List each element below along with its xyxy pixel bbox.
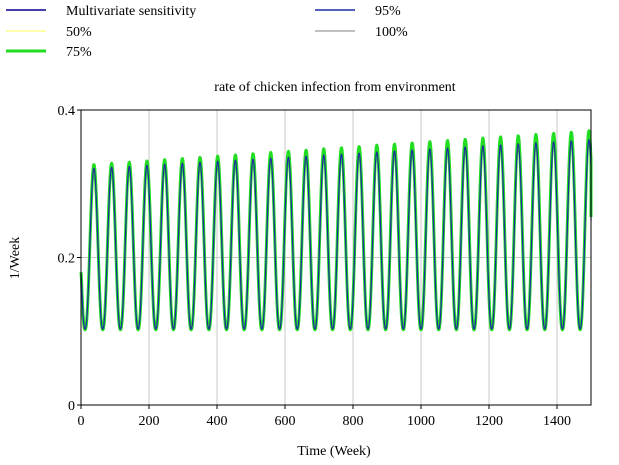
legend-label-75: 75%: [66, 45, 92, 60]
legend: Multivariate sensitivity 50% 75% 95% 100…: [6, 4, 408, 60]
y-tick-label: 0: [68, 399, 75, 414]
x-tick-label: 400: [207, 414, 228, 429]
x-tick-label: 1000: [407, 414, 435, 429]
y-tick-label: 0.2: [58, 252, 76, 267]
legend-title: Multivariate sensitivity: [66, 4, 196, 19]
x-tick-label: 200: [139, 414, 160, 429]
legend-label-95: 95%: [375, 4, 401, 19]
y-tick-label: 0.4: [58, 104, 76, 119]
y-ticks: 0 0.2 0.4: [58, 104, 81, 414]
series-line-95pct: [80, 139, 592, 330]
x-tick-label: 1400: [543, 414, 571, 429]
x-tick-label: 800: [343, 414, 364, 429]
x-axis-label: Time (Week): [297, 444, 371, 459]
legend-label-50: 50%: [66, 25, 92, 40]
x-ticks: 0 200 400 600 800 1000 1200 1400: [78, 405, 571, 429]
x-tick-label: 1200: [475, 414, 503, 429]
x-tick-label: 0: [78, 414, 85, 429]
y-axis-label: 1/Week: [8, 237, 23, 279]
chart-title: rate of chicken infection from environme…: [214, 80, 456, 95]
series-lines: [79, 129, 593, 332]
x-tick-label: 600: [275, 414, 296, 429]
legend-label-100: 100%: [375, 25, 408, 40]
